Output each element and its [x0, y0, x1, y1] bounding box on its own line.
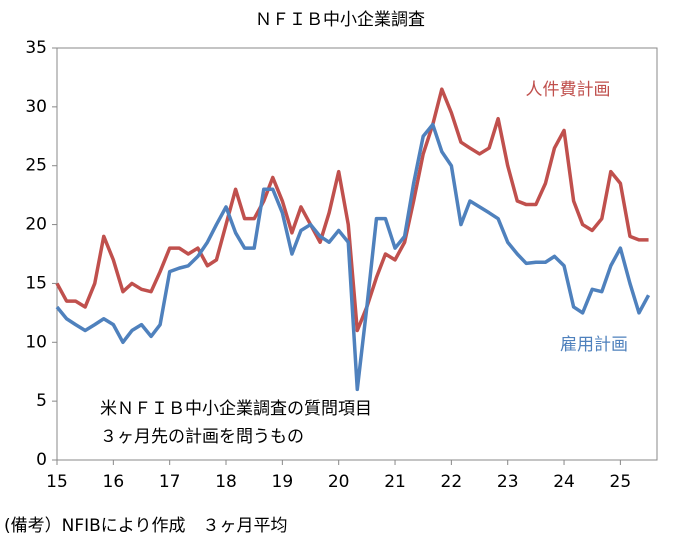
annotation: ３ヶ月先の計画を問うもの	[100, 427, 304, 447]
annotation: 米ＮＦＩＢ中小企業調査の質問項目	[100, 399, 372, 419]
x-tick-label: 15	[46, 472, 68, 492]
x-tick-label: 20	[328, 472, 350, 492]
y-tick-label: 15	[25, 273, 47, 293]
series-line	[55, 87, 649, 333]
x-tick-label: 22	[441, 472, 463, 492]
series-line	[55, 122, 651, 392]
y-tick-label: 30	[25, 97, 47, 117]
y-tick-label: 20	[25, 215, 47, 235]
x-tick-label: 18	[215, 472, 237, 492]
y-tick-label: 0	[36, 450, 47, 470]
x-tick-label: 16	[103, 472, 125, 492]
x-tick-label: 25	[610, 472, 632, 492]
series-label: 人件費計画	[526, 80, 611, 100]
x-tick-label: 23	[497, 472, 519, 492]
y-tick-label: 35	[25, 38, 47, 58]
x-tick-label: 19	[272, 472, 294, 492]
footnote: (備考）NFIBにより作成 ３ヶ月平均	[4, 516, 287, 536]
y-tick-label: 25	[25, 156, 47, 176]
x-tick-label: 17	[159, 472, 181, 492]
x-tick-label: 21	[384, 472, 406, 492]
y-tick-label: 10	[25, 332, 47, 352]
chart-title: ＮＦＩＢ中小企業調査	[255, 10, 425, 30]
series-label: 雇用計画	[560, 335, 628, 355]
plot-area	[56, 47, 658, 461]
x-tick-label: 24	[553, 472, 575, 492]
y-tick-label: 5	[36, 391, 47, 411]
